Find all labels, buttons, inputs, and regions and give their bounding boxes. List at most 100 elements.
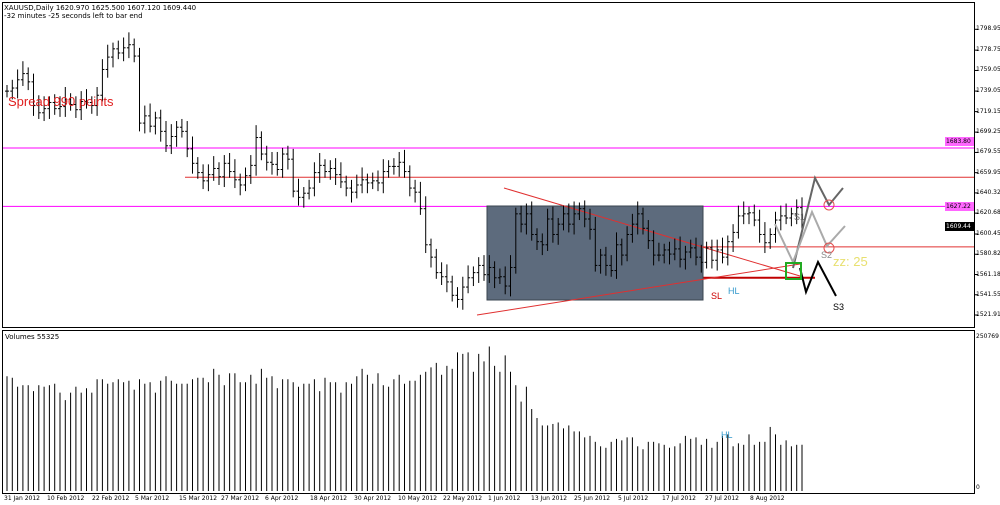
date-tick-label: 13 Jun 2012 — [531, 495, 568, 502]
ohlc-bar — [360, 167, 365, 194]
volume-panel-frame — [2, 330, 975, 494]
ohlc-bar — [471, 266, 476, 287]
timer-header: -32 minutes -25 seconds left to bar end — [4, 12, 143, 20]
ohlc-bar — [84, 89, 89, 109]
ohlc-bar — [312, 162, 317, 197]
date-tick-label: 18 Apr 2012 — [310, 495, 348, 502]
ohlc-bar — [672, 238, 677, 261]
ohlc-bar — [646, 220, 651, 249]
ohlc-bar — [614, 232, 619, 279]
ohlc-bar — [248, 155, 253, 184]
ohlc-bar — [460, 276, 465, 310]
ohlc-bar — [349, 179, 354, 203]
ohlc-bar — [545, 208, 550, 251]
ohlc-bar — [317, 153, 322, 183]
ohlc-bar — [47, 96, 52, 119]
ohlc-bar — [524, 203, 529, 235]
ohlc-bar — [508, 255, 513, 297]
ohlc-bar — [232, 159, 237, 189]
ohlc-bar — [254, 125, 259, 176]
ohlc-bar — [164, 121, 168, 152]
triangle-lower-line — [476, 263, 801, 316]
ohlc-bar — [609, 255, 614, 277]
ohlc-bar — [434, 248, 439, 279]
ohlc-bar — [789, 207, 794, 227]
ohlc-bar — [725, 235, 730, 266]
ohlc-bar — [100, 59, 105, 102]
ohlc-bar — [519, 205, 524, 233]
ohlc-bar — [301, 187, 306, 208]
ohlc-bar — [423, 196, 428, 254]
ohlc-bar — [535, 228, 539, 250]
ohlc-bar — [731, 224, 736, 253]
ohlc-bar — [10, 79, 15, 100]
ohlc-bar — [275, 151, 280, 176]
ohlc-bar — [344, 175, 349, 197]
ohlc-bar — [556, 217, 561, 245]
ohlc-bar — [492, 261, 497, 289]
date-tick-label: 25 Jun 2012 — [574, 495, 611, 502]
ohlc-bar — [561, 205, 566, 231]
ohlc-bar — [662, 243, 667, 264]
ohlc-bar — [31, 73, 36, 116]
ohlc-bar — [444, 264, 449, 293]
s2-target-circle — [823, 242, 835, 254]
ohlc-bar — [328, 160, 333, 180]
price-tick-label: 1620.68 — [976, 209, 1000, 217]
ohlc-bar — [365, 173, 370, 194]
ohlc-bar — [5, 84, 9, 98]
volume-tick-zero: 0 — [976, 484, 980, 491]
ohlc-bar — [688, 239, 693, 259]
ohlc-bar — [95, 87, 100, 116]
ohlc-bar — [185, 121, 190, 158]
ohlc-bar — [285, 145, 290, 170]
projection-paths — [774, 175, 846, 297]
price-tick-label: 1759.05 — [976, 66, 1000, 74]
ohlc-bar — [429, 238, 433, 268]
ohlc-bar — [619, 238, 624, 266]
date-tick-label: 27 Mar 2012 — [221, 495, 260, 502]
magenta-upper-tag: 1683.80 — [945, 137, 974, 146]
ohlc-bar — [142, 105, 147, 134]
price-tick-label: 1659.95 — [976, 168, 1000, 176]
date-tick-label: 5 Jul 2012 — [618, 495, 649, 502]
ohlc-bar — [397, 151, 402, 177]
s1-label: S1 — [794, 212, 806, 222]
date-tick-label: 1 Jun 2012 — [488, 495, 521, 502]
ohlc-bar — [603, 246, 608, 276]
price-tick-label: 1640.32 — [976, 188, 1000, 196]
ohlc-bars — [5, 32, 804, 310]
ohlc-bar — [482, 255, 486, 281]
s2-label: S2 — [821, 250, 833, 260]
ohlc-bar — [757, 209, 762, 243]
ohlc-bar — [455, 287, 460, 308]
price-panel-frame — [2, 2, 975, 328]
magenta-lower-tag: 1627.22 — [945, 202, 974, 211]
ohlc-bar — [338, 162, 343, 189]
ohlc-bar — [376, 170, 380, 192]
ohlc-bar — [201, 164, 206, 190]
ohlc-bar — [179, 118, 184, 138]
ohlc-bar — [656, 242, 661, 262]
ohlc-bar — [20, 61, 25, 86]
ohlc-bar — [720, 237, 725, 264]
price-tick-label: 1541.55 — [976, 290, 1000, 298]
ohlc-bar — [694, 237, 698, 266]
price-tick-label: 1580.82 — [976, 250, 1000, 258]
ohlc-bar — [73, 96, 78, 118]
ohlc-bar — [418, 181, 423, 215]
date-tick-label: 27 Jul 2012 — [705, 495, 739, 502]
volume-header: Volumes 55325 — [5, 333, 60, 341]
ohlc-bar — [572, 201, 577, 235]
price-tick-label: 1679.55 — [976, 148, 1000, 156]
ohlc-bar — [715, 239, 720, 271]
ohlc-bar — [42, 96, 47, 122]
date-tick-label: 31 Jan 2012 — [4, 495, 40, 502]
ohlc-bar — [588, 208, 592, 240]
ohlc-bar — [577, 202, 582, 221]
ohlc-bar — [513, 207, 518, 274]
ohlc-bar — [270, 151, 274, 175]
ohlc-bar — [736, 205, 741, 239]
date-tick-label: 22 May 2012 — [443, 495, 483, 502]
